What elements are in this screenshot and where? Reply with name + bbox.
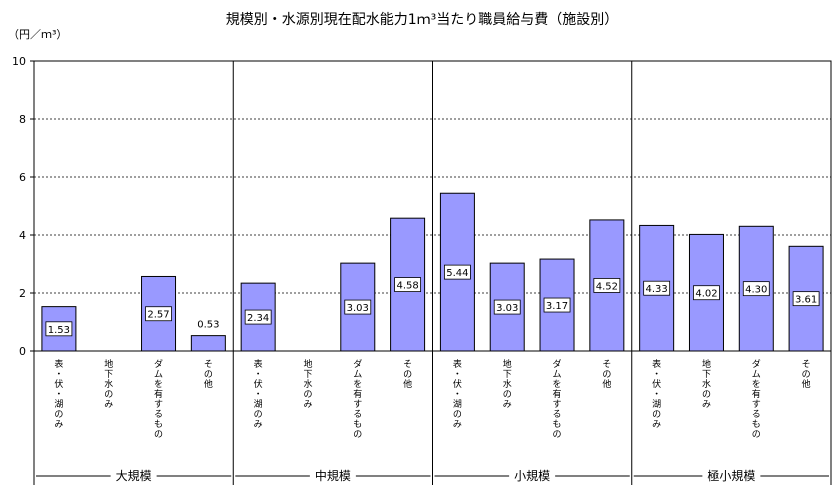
y-tick-label: 2 — [19, 287, 26, 300]
data-label-box — [444, 264, 471, 280]
data-label-box — [792, 291, 820, 307]
group-label: 極小規模 — [707, 468, 755, 483]
data-label: 3.17 — [546, 301, 568, 312]
data-label: 4.02 — [695, 289, 717, 300]
data-label: 4.52 — [596, 281, 618, 292]
y-tick-label: 0 — [19, 345, 26, 358]
data-label: 5.44 — [446, 268, 468, 279]
category-label: その他 — [802, 359, 811, 390]
category-label: その他 — [403, 359, 412, 390]
y-tick-label: 4 — [19, 229, 26, 242]
category-label: ダムを有するもの — [154, 358, 163, 440]
chart-title: 規模別・水源別現在配水能力1ｍ³当たり職員給与費（施設別） — [226, 12, 619, 28]
data-label-box — [493, 299, 521, 315]
data-label-box — [593, 278, 621, 293]
category-label: 表・伏・湖のみ — [453, 358, 462, 430]
data-label: 3.03 — [496, 303, 518, 314]
data-label-box — [244, 309, 272, 325]
category-label: その他 — [602, 359, 611, 390]
y-tick-label: 8 — [19, 113, 26, 126]
group-label-bg — [702, 468, 761, 484]
data-label-box — [145, 306, 172, 322]
group-label-bg — [509, 468, 556, 484]
data-label-box — [742, 281, 770, 297]
category-label: 表・伏・湖のみ — [254, 358, 263, 430]
data-label: 0.53 — [197, 320, 219, 331]
data-label: 4.33 — [646, 284, 668, 295]
data-label: 3.61 — [795, 295, 817, 306]
y-tick-label: 10 — [12, 55, 26, 68]
category-label: ダムを有するもの — [553, 358, 562, 440]
data-label: 2.57 — [147, 310, 169, 321]
data-label: 4.58 — [396, 281, 418, 292]
group-label: 中規模 — [315, 468, 351, 483]
category-label: ダムを有するもの — [752, 358, 761, 440]
group-label: 小規模 — [514, 468, 550, 483]
group-label: 大規模 — [116, 468, 152, 483]
data-label-box — [643, 280, 671, 296]
bar — [190, 335, 226, 352]
category-label: 地下水のみ — [303, 358, 312, 410]
category-label: 表・伏・湖のみ — [652, 358, 661, 430]
category-label: ダムを有するもの — [353, 358, 362, 440]
y-tick-label: 6 — [19, 171, 26, 184]
group-label-bg — [110, 468, 157, 484]
data-label-box — [693, 285, 720, 301]
data-label: 2.34 — [247, 313, 269, 324]
category-label: 地下水のみ — [104, 358, 113, 410]
data-label: 4.30 — [745, 285, 767, 296]
category-label: その他 — [204, 359, 213, 390]
category-label: 地下水のみ — [702, 358, 711, 410]
category-label: 表・伏・湖のみ — [54, 358, 63, 430]
group-label-bg — [309, 468, 356, 484]
data-label: 3.03 — [347, 303, 369, 314]
data-label-box — [344, 299, 372, 315]
category-label: 地下水のみ — [503, 358, 512, 410]
y-unit-label: （円／ｍ³） — [8, 28, 67, 41]
data-label: 1.53 — [48, 325, 70, 336]
data-label-box — [45, 321, 73, 337]
data-label-box — [543, 297, 571, 313]
data-label-box — [394, 277, 421, 292]
